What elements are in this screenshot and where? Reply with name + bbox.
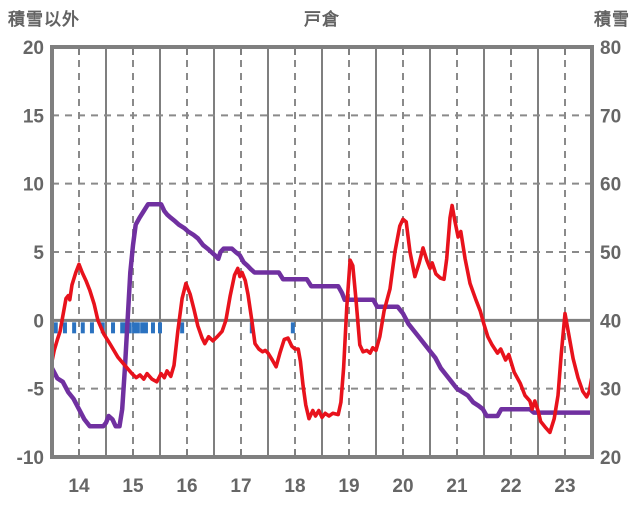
y-right-tick-label: 30 [600, 380, 621, 401]
y-left-tick-label: 10 [23, 175, 44, 196]
x-tick-label: 19 [338, 476, 359, 497]
y-right-tick-label: 80 [600, 38, 621, 59]
x-tick-label: 15 [122, 476, 144, 497]
x-tick-label: 20 [392, 476, 413, 497]
y-right-tick-label: 70 [600, 106, 621, 127]
y-right-tick-label: 50 [600, 243, 621, 264]
y-left-tick-label: 20 [23, 38, 44, 59]
left-axis-title: 積雪以外 [8, 10, 80, 29]
y-left-tick-label: 0 [33, 311, 44, 332]
y-left-tick-label: -5 [27, 380, 44, 401]
right-axis-title: 積雪 [594, 10, 630, 29]
y-right-tick-label: 20 [600, 448, 621, 469]
x-tick-label: 22 [500, 476, 521, 497]
snow-depth-line [52, 201, 592, 429]
y-left-tick-label: 15 [23, 106, 45, 127]
y-right-tick-label: 40 [600, 311, 621, 332]
x-tick-label: 18 [284, 476, 305, 497]
x-tick-label: 23 [554, 476, 575, 497]
temperature-line [52, 203, 592, 435]
chart-title: 戸倉 [304, 10, 340, 29]
y-left-tick-label: -10 [17, 448, 44, 469]
x-tick-label: 14 [68, 476, 90, 497]
y-right-tick-label: 60 [600, 175, 621, 196]
x-tick-label: 16 [176, 476, 197, 497]
x-tick-label: 17 [230, 476, 251, 497]
y-left-tick-label: 5 [33, 243, 44, 264]
plot-frame [50, 45, 594, 459]
x-tick-label: 21 [446, 476, 468, 497]
